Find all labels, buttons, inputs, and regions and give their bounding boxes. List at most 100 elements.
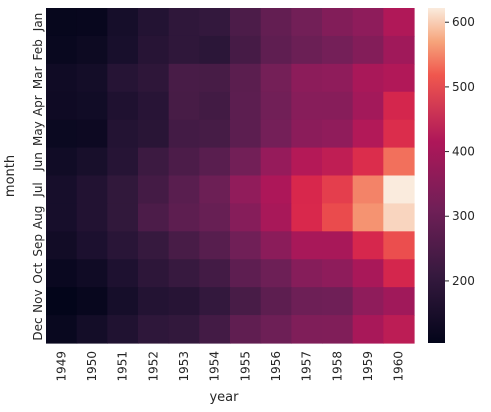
heatmap-cell: [230, 147, 262, 177]
heatmap-cell: [352, 119, 384, 149]
y-tick-label: Feb: [31, 39, 45, 60]
heatmap-cell: [76, 63, 108, 93]
y-axis-label: month: [3, 155, 18, 197]
heatmap-cell: [230, 119, 262, 149]
x-axis-label: year: [209, 390, 239, 405]
heatmap-cell: [352, 203, 384, 232]
heatmap-cell: [291, 63, 323, 93]
heatmap-cell: [230, 203, 262, 232]
heatmap-cell: [352, 259, 384, 288]
heatmap-cell: [138, 175, 170, 205]
heatmap-cell: [260, 315, 292, 344]
heatmap-cell: [352, 287, 384, 316]
heatmap-cell: [383, 203, 415, 232]
heatmap-cell: [76, 35, 108, 65]
heatmap-cell: [46, 8, 78, 37]
heatmap-cell: [322, 287, 354, 316]
y-tick-label: Oct: [31, 263, 45, 284]
heatmap-cell: [199, 8, 231, 37]
heatmap-cell: [46, 91, 78, 121]
heatmap-cell: [230, 259, 262, 288]
heatmap-cell: [291, 175, 323, 205]
x-tick-label: 1959: [361, 351, 375, 382]
heatmap-cell: [76, 231, 108, 260]
x-tick-label: 1950: [85, 351, 99, 382]
heatmap-cells: [46, 8, 415, 344]
heatmap-cell: [291, 147, 323, 177]
y-tick-labels: Jan Feb Mar Apr May Jun Jul Aug Sep Oct Nov Dec: [31, 13, 45, 341]
heatmap-cell: [230, 315, 262, 344]
heatmap-cell: [322, 259, 354, 288]
heatmap-cell: [107, 315, 139, 344]
heatmap-cell: [260, 203, 292, 232]
heatmap-cell: [168, 63, 200, 93]
y-tick-label: Apr: [31, 95, 45, 116]
x-tick-label: 1953: [177, 351, 191, 382]
heatmap-cell: [352, 8, 384, 37]
x-tick-label: 1954: [208, 351, 222, 382]
heatmap-cell: [107, 259, 139, 288]
heatmap-cell: [76, 315, 108, 344]
heatmap-cell: [291, 91, 323, 121]
heatmap-cell: [46, 35, 78, 65]
heatmap-cell: [322, 63, 354, 93]
heatmap-cell: [168, 147, 200, 177]
heatmap-cell: [138, 35, 170, 65]
heatmap-cell: [291, 8, 323, 37]
heatmap-cell: [260, 259, 292, 288]
colorbar-tick-label: 400: [452, 145, 475, 159]
heatmap-cell: [322, 119, 354, 149]
heatmap-cell: [322, 35, 354, 65]
heatmap-cell: [230, 35, 262, 65]
heatmap-cell: [383, 259, 415, 288]
heatmap-cell: [291, 287, 323, 316]
heatmap-cell: [352, 91, 384, 121]
heatmap-cell: [168, 119, 200, 149]
heatmap-cell: [199, 35, 231, 65]
heatmap-cell: [260, 91, 292, 121]
heatmap-cell: [46, 315, 78, 344]
y-tick-label: Dec: [31, 317, 45, 340]
heatmap-cell: [230, 231, 262, 260]
x-tick-label: 1956: [269, 351, 283, 382]
heatmap-cell: [138, 203, 170, 232]
heatmap-cell: [107, 63, 139, 93]
heatmap-cell: [138, 315, 170, 344]
heatmap-cell: [291, 231, 323, 260]
heatmap-cell: [107, 287, 139, 316]
heatmap-cell: [199, 259, 231, 288]
heatmap-cell: [168, 91, 200, 121]
heatmap-cell: [138, 119, 170, 149]
heatmap-cell: [322, 231, 354, 260]
heatmap-cell: [199, 203, 231, 232]
heatmap-cell: [322, 147, 354, 177]
heatmap-cell: [260, 231, 292, 260]
y-tick-label: Aug: [31, 206, 45, 229]
heatmap-cell: [107, 231, 139, 260]
heatmap-cell: [352, 35, 384, 65]
heatmap-cell: [352, 63, 384, 93]
x-tick-label: 1955: [238, 351, 252, 382]
heatmap-cell: [199, 91, 231, 121]
heatmap-cell: [107, 175, 139, 205]
heatmap-cell: [383, 287, 415, 316]
heatmap-cell: [76, 203, 108, 232]
heatmap-cell: [107, 119, 139, 149]
colorbar-tick-label: 200: [452, 274, 475, 288]
heatmap-cell: [260, 287, 292, 316]
heatmap-cell: [168, 259, 200, 288]
heatmap-cell: [230, 175, 262, 205]
heatmap-cell: [230, 63, 262, 93]
colorbar-tick-label: 300: [452, 209, 475, 223]
heatmap-cell: [168, 8, 200, 37]
heatmap-cell: [291, 259, 323, 288]
heatmap-cell: [199, 175, 231, 205]
colorbar-ticks: 200 300 400 500 600: [445, 15, 475, 288]
heatmap-cell: [383, 119, 415, 149]
heatmap-cell: [199, 119, 231, 149]
x-tick-label: 1958: [330, 351, 344, 382]
y-tick-label: Sep: [31, 234, 45, 257]
heatmap-cell: [138, 63, 170, 93]
heatmap-cell: [352, 175, 384, 205]
heatmap-cell: [383, 175, 415, 205]
